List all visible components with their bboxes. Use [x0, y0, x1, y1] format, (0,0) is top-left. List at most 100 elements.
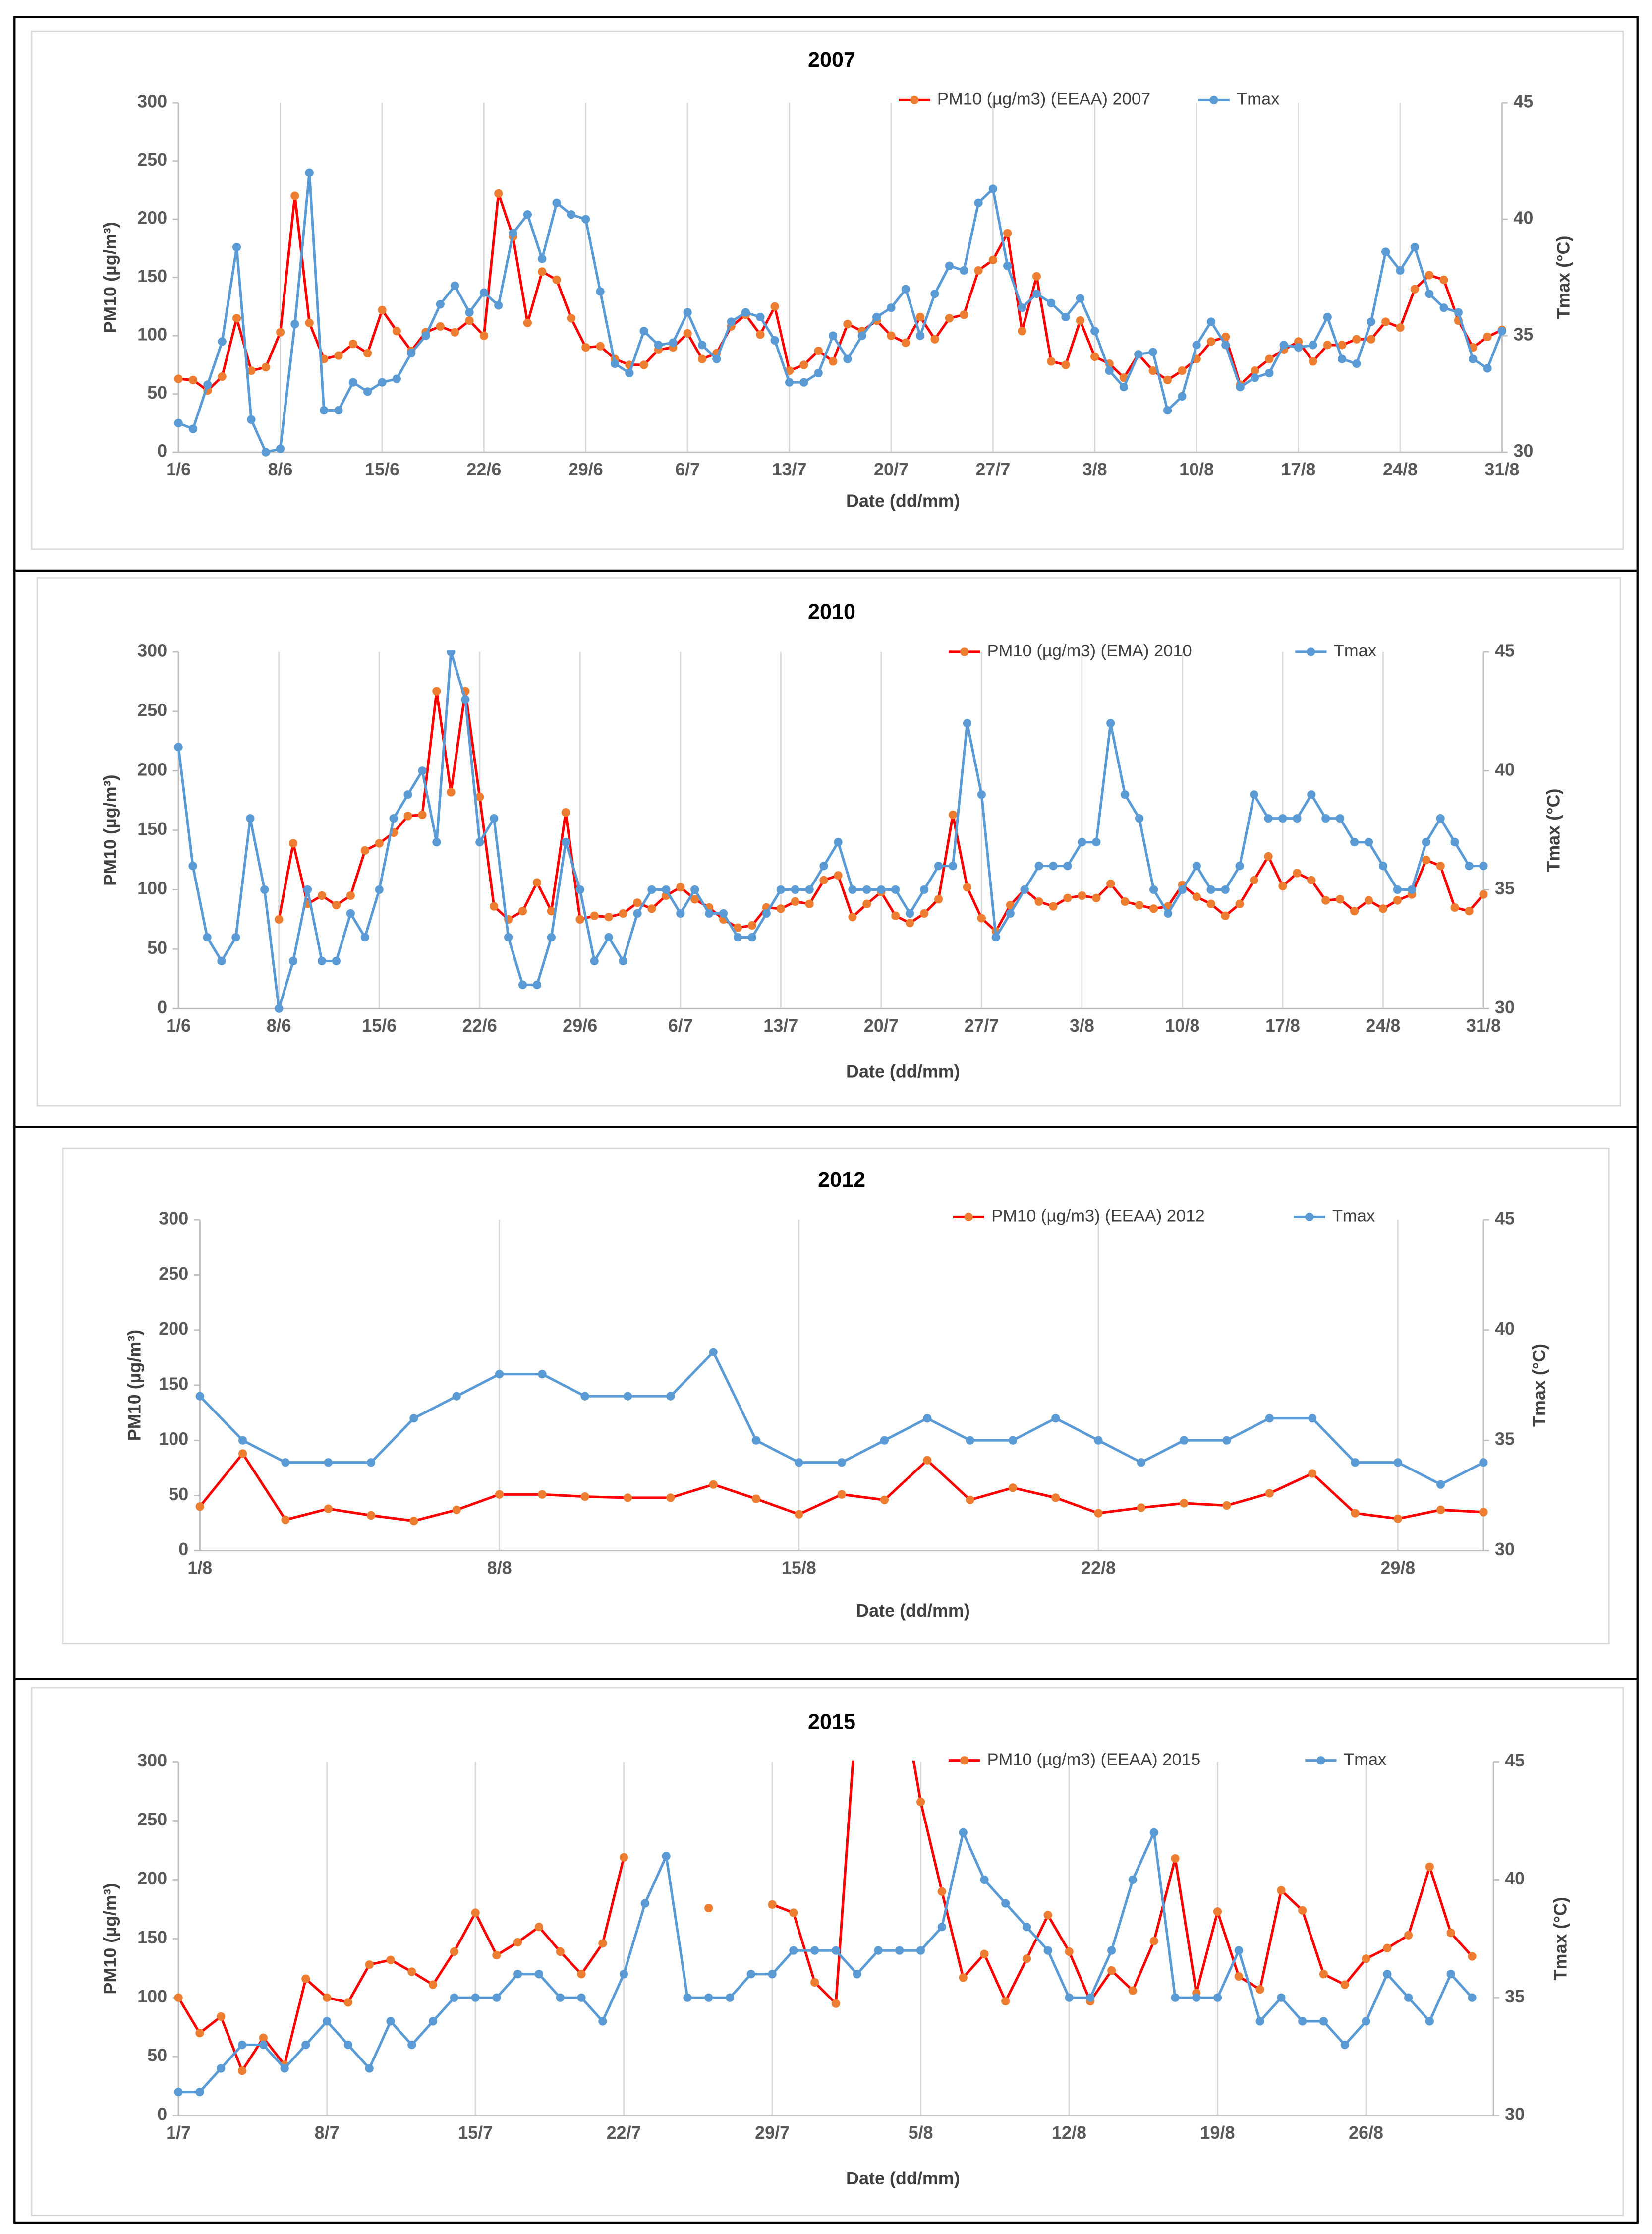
- data-point: [669, 338, 678, 347]
- data-point: [567, 314, 576, 323]
- data-point: [324, 1458, 333, 1467]
- data-point: [276, 328, 285, 337]
- x-tick-label: 8/7: [315, 2122, 340, 2143]
- data-point: [923, 1456, 932, 1465]
- data-point: [343, 2040, 353, 2050]
- data-point: [1436, 1505, 1445, 1515]
- data-point: [916, 1946, 925, 1955]
- data-point: [1468, 1952, 1477, 1961]
- data-point: [980, 1949, 989, 1958]
- data-point: [1265, 354, 1274, 363]
- data-point: [1180, 1499, 1189, 1508]
- data-point: [428, 1980, 438, 1989]
- data-point: [1163, 375, 1172, 385]
- data-point: [532, 878, 542, 887]
- x-tick-label: 17/8: [1281, 459, 1316, 479]
- x-tick-label: 26/8: [1349, 2122, 1383, 2143]
- data-point: [280, 2064, 289, 2073]
- data-point: [1352, 359, 1361, 368]
- y-tick-label: 200: [137, 1868, 167, 1888]
- data-point: [365, 1960, 374, 1969]
- y2-tick-label: 30: [1505, 2104, 1525, 2124]
- data-point: [1479, 1508, 1488, 1517]
- data-point: [683, 1993, 692, 2002]
- data-point: [301, 1974, 310, 1983]
- data-point: [746, 1970, 755, 1979]
- data-point: [916, 312, 925, 322]
- data-point: [203, 380, 212, 389]
- data-point: [363, 387, 372, 396]
- data-point: [1277, 1886, 1286, 1895]
- data-point: [319, 406, 329, 415]
- x-tick-label: 24/8: [1366, 1015, 1400, 1036]
- data-point: [1043, 1946, 1052, 1955]
- y2-axis-label: Tmax (°C): [1543, 789, 1563, 872]
- data-point: [705, 909, 714, 918]
- legend-label: Tmax: [1334, 642, 1376, 660]
- data-point: [1106, 719, 1115, 728]
- series-line: [178, 192, 1503, 392]
- y-tick-label: 300: [159, 1208, 188, 1229]
- data-point: [810, 1946, 819, 1955]
- data-point: [1250, 366, 1259, 375]
- data-point: [837, 1458, 846, 1467]
- data-point: [966, 1436, 974, 1445]
- data-point: [770, 302, 779, 311]
- data-point: [747, 933, 757, 942]
- data-point: [1034, 861, 1043, 871]
- data-point: [1383, 1943, 1392, 1953]
- data-point: [1178, 885, 1187, 894]
- data-point: [1149, 1937, 1158, 1945]
- data-point: [683, 329, 692, 338]
- data-point: [494, 301, 503, 310]
- data-point: [901, 338, 910, 347]
- data-point: [386, 1955, 395, 1964]
- data-point: [768, 1970, 777, 1979]
- data-point: [195, 1392, 204, 1401]
- data-point: [1293, 869, 1302, 878]
- data-point: [475, 792, 484, 802]
- legend-label: Tmax: [1237, 90, 1279, 109]
- data-point: [1381, 247, 1390, 256]
- data-point: [581, 215, 590, 224]
- data-point: [275, 1004, 284, 1013]
- data-point: [276, 444, 285, 453]
- data-point: [709, 1480, 718, 1489]
- data-point: [1352, 335, 1361, 344]
- data-point: [901, 285, 910, 294]
- data-point: [218, 372, 227, 381]
- data-point: [1206, 337, 1216, 346]
- data-point: [1436, 1480, 1445, 1489]
- data-point: [1086, 1993, 1095, 2002]
- data-point: [1422, 855, 1430, 865]
- chart-area: [31, 30, 1624, 550]
- data-point: [872, 312, 881, 322]
- data-point: [195, 1502, 204, 1511]
- data-point: [386, 2017, 395, 2026]
- data-point: [389, 814, 398, 823]
- data-point: [552, 198, 561, 207]
- data-point: [934, 895, 943, 904]
- chart-title: 2012: [818, 1168, 865, 1192]
- y-tick-label: 0: [178, 1539, 188, 1559]
- y2-tick-label: 35: [1495, 878, 1515, 898]
- data-point: [504, 933, 513, 942]
- data-point: [1049, 861, 1058, 871]
- y2-axis-label: Tmax (°C): [1529, 1344, 1549, 1427]
- data-point: [1094, 1436, 1103, 1445]
- data-point: [895, 1946, 904, 1955]
- data-point: [407, 2040, 416, 2050]
- data-point: [1121, 897, 1130, 906]
- y2-tick-label: 30: [1495, 1539, 1515, 1559]
- data-point: [974, 198, 983, 207]
- data-point: [1319, 2017, 1328, 2026]
- y-axis-label: PM10 (µg/m³): [100, 1883, 120, 1994]
- data-point: [1425, 2017, 1434, 2026]
- data-point: [1148, 366, 1157, 375]
- legend-marker: [1305, 1212, 1314, 1222]
- x-tick-label: 3/8: [1070, 1015, 1094, 1036]
- data-point: [556, 1993, 565, 2002]
- chart-title: 2007: [808, 48, 855, 72]
- x-tick-label: 10/8: [1165, 1015, 1199, 1036]
- data-point: [305, 168, 314, 177]
